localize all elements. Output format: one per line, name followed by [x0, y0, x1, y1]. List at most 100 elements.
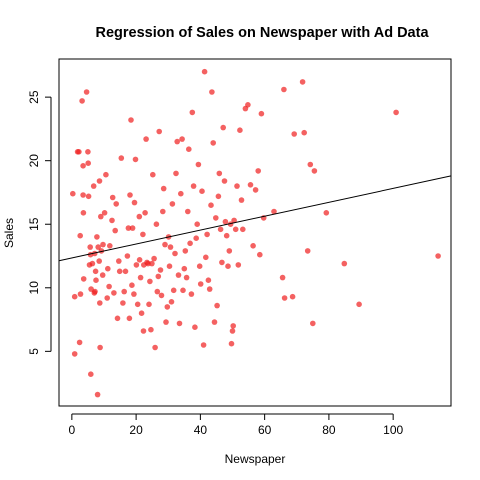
data-point — [223, 232, 230, 239]
data-point — [158, 292, 165, 299]
data-point — [105, 265, 111, 272]
data-point — [150, 171, 156, 178]
data-point — [85, 160, 91, 166]
x-tick-label: 60 — [258, 423, 272, 437]
data-point — [166, 263, 173, 270]
data-point — [156, 128, 162, 135]
data-point — [163, 319, 169, 325]
data-point — [71, 351, 78, 357]
data-point — [125, 225, 132, 231]
data-point — [240, 226, 246, 233]
data-point — [189, 109, 196, 116]
data-point — [136, 213, 143, 220]
x-axis: 0 20 40 60 80 100 — [69, 413, 403, 437]
data-point — [435, 253, 441, 259]
data-point — [279, 274, 286, 281]
data-point — [149, 260, 155, 267]
data-point — [151, 255, 157, 262]
data-point — [116, 268, 123, 275]
data-point — [93, 277, 99, 284]
y-tick-label: 15 — [27, 217, 41, 231]
data-point — [168, 299, 175, 305]
data-point — [85, 193, 92, 200]
data-point — [80, 210, 87, 216]
data-point — [112, 227, 118, 234]
data-point — [97, 344, 103, 351]
data-point — [129, 225, 136, 231]
data-point — [127, 192, 133, 198]
data-point — [210, 140, 216, 146]
data-point — [140, 328, 147, 334]
data-point — [176, 320, 183, 327]
data-point — [311, 168, 318, 174]
data-point — [95, 244, 101, 250]
data-point — [120, 300, 126, 306]
data-point — [203, 254, 209, 261]
data-point — [211, 319, 218, 325]
data-point — [131, 199, 138, 206]
data-point — [137, 274, 144, 281]
data-point — [113, 201, 119, 207]
data-point — [187, 240, 193, 247]
data-point — [221, 178, 228, 184]
data-point — [148, 326, 154, 333]
data-point — [173, 170, 179, 177]
data-point — [393, 109, 399, 116]
data-point — [219, 259, 225, 266]
data-point — [107, 243, 113, 249]
data-point — [132, 156, 139, 163]
data-point — [98, 213, 104, 220]
data-point — [147, 278, 153, 285]
data-point — [124, 253, 131, 259]
data-point — [77, 232, 83, 239]
data-point — [109, 217, 115, 224]
data-point — [116, 258, 122, 264]
data-point — [258, 110, 265, 117]
data-point — [129, 282, 135, 289]
data-point — [134, 301, 141, 308]
data-point — [121, 288, 127, 295]
data-point — [169, 201, 176, 207]
data-point — [80, 276, 87, 282]
data-point — [89, 260, 96, 267]
data-point — [85, 149, 91, 155]
plot-frame — [58, 58, 452, 407]
data-point — [289, 293, 296, 300]
data-point — [281, 86, 287, 93]
data-point — [87, 244, 93, 250]
data-point — [179, 136, 185, 142]
data-point — [152, 344, 158, 351]
data-point — [146, 301, 152, 308]
data-point — [231, 217, 237, 224]
data-point — [190, 183, 197, 189]
data-point — [299, 79, 306, 85]
data-point — [70, 190, 76, 197]
data-point — [245, 102, 251, 108]
y-axis-label: Sales — [2, 218, 16, 248]
data-point — [90, 183, 97, 189]
data-point — [204, 231, 210, 238]
data-point — [118, 155, 125, 161]
data-point — [192, 324, 198, 331]
data-point — [247, 182, 254, 188]
data-point — [216, 170, 223, 177]
data-point — [201, 68, 208, 75]
data-point — [234, 183, 240, 189]
data-point — [80, 192, 86, 198]
data-point — [238, 197, 245, 203]
data-point — [114, 315, 121, 322]
data-point — [140, 231, 146, 238]
data-point — [200, 342, 207, 348]
data-point — [301, 129, 308, 136]
data-point — [153, 221, 160, 227]
data-point — [222, 218, 229, 225]
data-point — [228, 340, 235, 347]
data-point — [131, 291, 137, 297]
x-tick-label: 80 — [322, 423, 336, 437]
data-point — [76, 149, 82, 155]
data-point — [109, 194, 116, 201]
data-point — [160, 185, 167, 192]
data-point — [281, 295, 288, 301]
data-point — [232, 226, 239, 233]
